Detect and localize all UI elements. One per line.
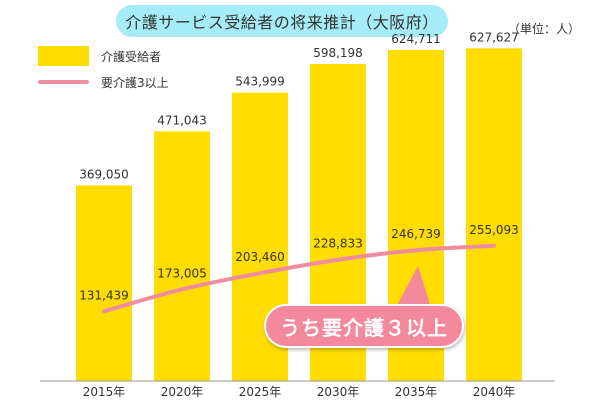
line-value-label: 246,739 — [391, 227, 441, 241]
bar-value-label: 598,198 — [313, 46, 363, 60]
callout-pointer — [392, 266, 432, 315]
x-tick-label: 2015年 — [83, 385, 126, 399]
line-series — [102, 243, 496, 314]
x-tick-label: 2020年 — [161, 385, 204, 399]
x-tick-label: 2030年 — [317, 385, 360, 399]
chart-title: 介護サービス受給者の将来推計（大阪府） — [116, 5, 448, 37]
bar — [154, 131, 210, 381]
x-tick-label: 2035年 — [395, 385, 438, 399]
bar-value-label: 624,711 — [391, 32, 441, 46]
line-value-label: 228,833 — [313, 237, 363, 251]
line-value-label: 173,005 — [157, 266, 207, 280]
line-value-label: 131,439 — [79, 288, 129, 302]
callout-label: うち要介護３以上 — [264, 304, 464, 348]
bar — [76, 185, 132, 381]
line-value-label: 255,093 — [469, 223, 519, 237]
bar — [466, 48, 522, 381]
legend-line-swatch — [38, 80, 89, 84]
line-value-label: 203,460 — [235, 250, 285, 264]
unit-label: （単位：人） — [507, 22, 580, 36]
legend-item-line: 要介護3以上 — [38, 72, 169, 92]
bar-value-label: 543,999 — [235, 75, 285, 89]
bar-value-label: 471,043 — [157, 113, 207, 127]
x-tick-label: 2040年 — [473, 385, 516, 399]
legend-label-line: 要介護3以上 — [101, 75, 169, 90]
legend-item-bars: 介護受給者 — [38, 46, 161, 66]
bar-value-label: 627,627 — [469, 30, 519, 44]
legend-label-bars: 介護受給者 — [101, 49, 162, 64]
bar-value-label: 369,050 — [79, 167, 129, 181]
legend-bar-swatch — [38, 46, 89, 66]
x-tick-label: 2025年 — [239, 385, 282, 399]
